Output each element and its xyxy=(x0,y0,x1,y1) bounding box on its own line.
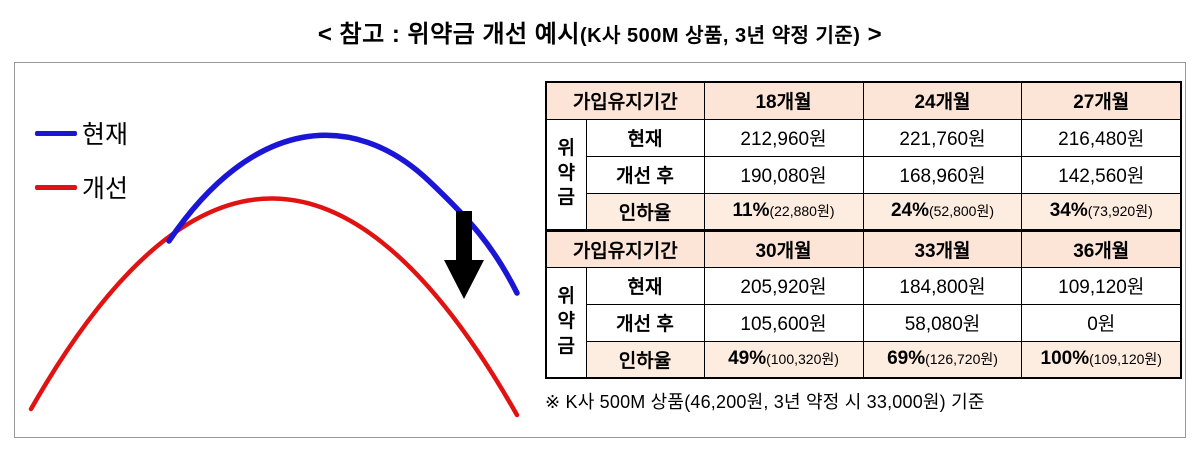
current-curve xyxy=(166,132,520,296)
rate-pct: 24% xyxy=(890,200,929,221)
improved-line-swatch xyxy=(35,184,77,190)
rate-amt: (109,120원) xyxy=(1089,351,1162,368)
month-col-header: 27개월 xyxy=(1021,81,1182,120)
row-label-improved: 개선 후 xyxy=(585,155,705,194)
rate-pct: 11% xyxy=(732,200,770,221)
current-row-1: 위약금 현재 212,960원 221,760원 216,480원 xyxy=(545,118,1182,231)
period-header-row-2: 가입유지기간 30개월 33개월 36개월 xyxy=(545,228,1182,268)
value-cell: 184,800원 xyxy=(862,266,1023,305)
rate-value-cell: 100%(109,120원) xyxy=(1021,340,1182,379)
rate-amt: (100,320원) xyxy=(766,351,839,368)
period-header-cell: 가입유지기간 xyxy=(545,81,705,120)
rate-value-cell: 34%(73,920원) xyxy=(1021,192,1182,231)
current-line-swatch xyxy=(35,130,77,136)
value-cell: 105,600원 xyxy=(703,303,864,342)
rate-row-1: 인하율 11%(22,880원) 24%(52,800원) 34%(73,920… xyxy=(546,192,1182,231)
value-cell: 221,760원 xyxy=(862,118,1023,157)
legend-current: 현재 xyxy=(35,115,128,151)
rate-amt: (73,920원) xyxy=(1087,203,1153,219)
value-cell: 168,960원 xyxy=(862,155,1023,194)
figure-box: 현재 개선 가입유지기간 18개월 24개 xyxy=(14,62,1186,438)
row-label-rate: 인하율 xyxy=(585,192,705,231)
improved-row-2: 개선 후 105,600원 58,080원 0원 xyxy=(546,303,1182,342)
legend-improved-label: 개선 xyxy=(82,175,129,203)
down-arrow-icon xyxy=(444,211,484,299)
month-col-header: 36개월 xyxy=(1021,228,1182,268)
title-paren: (K사 500M 상품, 3년 약정 기준) xyxy=(579,25,861,47)
row-label-rate: 인하율 xyxy=(585,340,705,379)
current-row-2: 위약금 현재 205,920원 184,800원 109,120원 xyxy=(545,266,1182,379)
penalty-table: 가입유지기간 18개월 24개월 27개월 위약금 현재 212,960원 22… xyxy=(545,81,1182,379)
month-col-header: 24개월 xyxy=(862,81,1023,120)
legend-current-label: 현재 xyxy=(82,121,129,149)
penalty-group-label: 위약금 xyxy=(545,118,587,231)
rate-pct: 69% xyxy=(887,348,926,370)
value-cell: 0원 xyxy=(1021,303,1182,342)
penalty-table-wrap: 가입유지기간 18개월 24개월 27개월 위약금 현재 212,960원 22… xyxy=(545,63,1185,437)
rate-pct: 49% xyxy=(728,348,767,370)
period-header-row-1: 가입유지기간 18개월 24개월 27개월 xyxy=(545,81,1182,120)
footnote: ※ K사 500M 상품(46,200원, 3년 약정 시 33,000원) 기… xyxy=(545,392,985,412)
figure-title: < 참고 : 위약금 개선 예시(K사 500M 상품, 3년 약정 기준) > xyxy=(0,14,1200,49)
value-cell: 212,960원 xyxy=(703,118,864,157)
month-col-header: 18개월 xyxy=(703,81,864,120)
month-col-header: 33개월 xyxy=(862,228,1023,268)
improved-row-1: 개선 후 190,080원 168,960원 142,560원 xyxy=(546,155,1182,194)
penalty-curve-chart: 현재 개선 xyxy=(15,63,545,437)
rate-amt: (52,800원) xyxy=(928,203,995,219)
rate-pct: 34% xyxy=(1049,200,1088,221)
title-main: < 참고 : 위약금 개선 예시 xyxy=(317,21,580,48)
curve-svg xyxy=(28,132,520,418)
rate-pct: 100% xyxy=(1040,348,1090,370)
value-cell: 205,920원 xyxy=(703,266,864,305)
legend-improved: 개선 xyxy=(35,169,128,205)
rate-value-cell: 11%(22,880원) xyxy=(703,192,864,231)
rate-value-cell: 24%(52,800원) xyxy=(862,192,1023,231)
rate-row-2: 인하율 49%(100,320원) 69%(126,720원) 100%(109… xyxy=(546,340,1182,379)
value-cell: 190,080원 xyxy=(703,155,864,194)
row-label-current: 현재 xyxy=(585,118,705,157)
improved-curve xyxy=(28,196,520,418)
penalty-group-label: 위약금 xyxy=(545,266,587,379)
value-cell: 109,120원 xyxy=(1021,266,1182,305)
row-label-current: 현재 xyxy=(585,266,705,305)
value-cell: 142,560원 xyxy=(1021,155,1182,194)
rate-amt: (22,880원) xyxy=(769,203,835,219)
month-col-header: 30개월 xyxy=(703,228,864,268)
period-header-cell: 가입유지기간 xyxy=(545,228,705,268)
rate-amt: (126,720원) xyxy=(925,351,998,368)
value-cell: 58,080원 xyxy=(862,303,1023,342)
rate-value-cell: 49%(100,320원) xyxy=(703,340,864,379)
value-cell: 216,480원 xyxy=(1021,118,1182,157)
title-suffix: > xyxy=(860,21,883,48)
row-label-improved: 개선 후 xyxy=(585,303,705,342)
rate-value-cell: 69%(126,720원) xyxy=(862,340,1023,379)
